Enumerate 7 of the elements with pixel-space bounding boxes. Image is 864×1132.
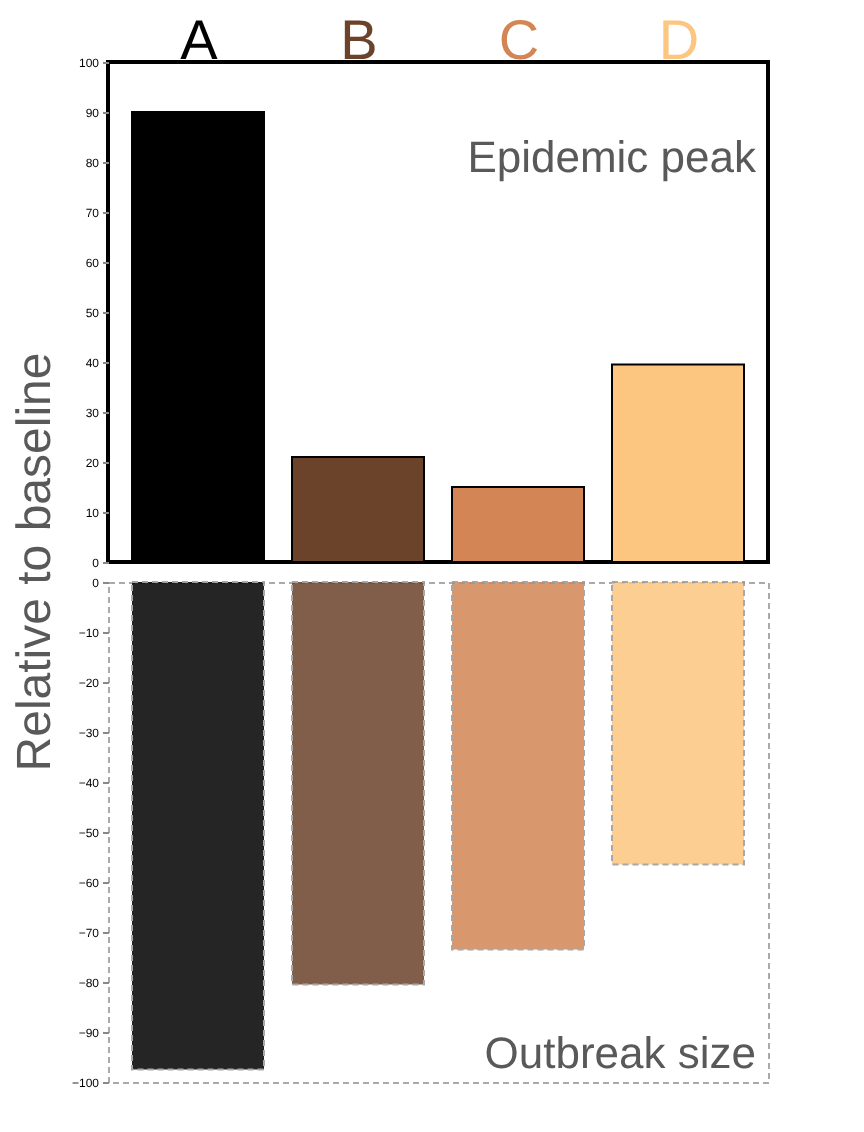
x-tick-label: B — [340, 9, 378, 71]
y-axis-title: Relative to baseline — [8, 352, 62, 772]
annotation: Outbreak size — [484, 1028, 756, 1078]
x-tick-label: C — [498, 9, 540, 71]
x-tick-label: A — [180, 9, 219, 71]
x-tick-label: D — [658, 9, 700, 71]
annotation: Epidemic peak — [467, 132, 758, 182]
